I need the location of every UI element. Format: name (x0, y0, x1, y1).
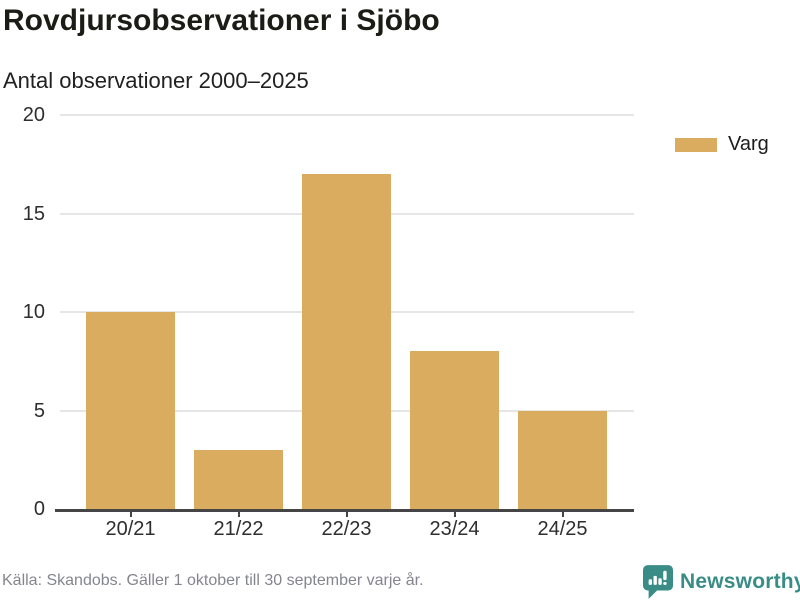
plot-area (60, 114, 634, 509)
bars-container (86, 115, 607, 509)
x-axis-tick-21-22 (237, 511, 240, 517)
bar-20-21 (86, 312, 175, 509)
x-axis-tick-20-21 (129, 511, 132, 517)
x-axis-tick-22-23 (345, 511, 348, 517)
x-axis-label-22-23: 22/23 (321, 518, 372, 540)
bar-21-22 (194, 449, 283, 509)
bar-23-24 (410, 351, 499, 509)
bar-24-25 (518, 410, 607, 509)
legend-label-varg: Varg (728, 133, 769, 155)
chart-title: Rovdjursobservationer i Sjöbo (3, 4, 440, 37)
gridline-y20 (60, 114, 634, 116)
x-axis-label-23-24: 23/24 (429, 518, 480, 540)
x-axis-label-21-22: 21/22 (213, 518, 264, 540)
newsworthy-logo-text: Newsworthy (680, 570, 800, 593)
y-axis-label-5: 5 (33, 399, 45, 422)
x-axis-tick-23-24 (453, 511, 456, 517)
y-axis-label-10: 10 (22, 301, 45, 323)
source-note: Källa: Skandobs. Gäller 1 oktober till 3… (2, 572, 424, 589)
chart-subtitle: Antal observationer 2000–2025 (3, 68, 309, 93)
y-axis-label-0: 0 (33, 498, 45, 520)
x-axis-tick-24-25 (561, 511, 564, 517)
x-axis-label-24-25: 24/25 (537, 518, 588, 540)
y-axis-label-20: 20 (22, 104, 45, 126)
newsworthy-logo: Newsworthy (643, 565, 800, 599)
legend: Varg (675, 133, 769, 156)
x-axis-line (55, 509, 634, 512)
newsworthy-logo-icon (643, 565, 673, 599)
bar-22-23 (302, 174, 391, 509)
legend-swatch-varg (675, 137, 717, 152)
y-axis-label-15: 15 (22, 202, 45, 225)
x-axis-label-20-21: 20/21 (105, 518, 156, 540)
